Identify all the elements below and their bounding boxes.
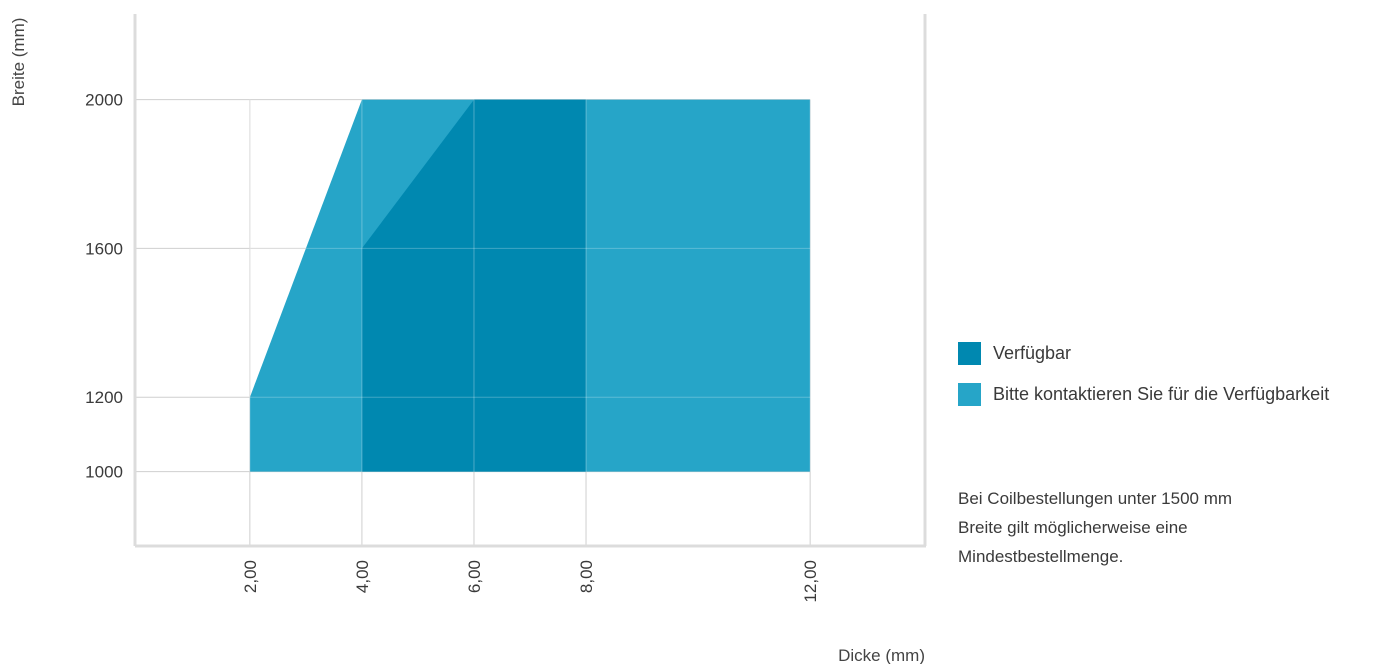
note-line: Mindestbestellmenge. — [958, 547, 1124, 566]
x-tick-label: 6,00 — [465, 560, 484, 593]
legend-swatch-kontakt — [958, 382, 981, 406]
y-axis-title: Breite (mm) — [9, 18, 28, 107]
tick-labels: 1000 1200 1600 2000 2,00 4,00 6,00 8,00 12,00 — [85, 91, 820, 603]
legend-item-kontakt: Bitte kontaktieren Sie für die Verfügbar… — [958, 381, 1378, 407]
coil-order-note: Bei Coilbestellungen unter 1500 mm Breit… — [958, 484, 1338, 571]
x-tick-label: 2,00 — [241, 560, 260, 593]
legend-label-kontakt: Bitte kontaktieren Sie für die Verfügbar… — [993, 383, 1330, 404]
gridlines-over-areas — [249, 99, 811, 472]
x-tick-label: 12,00 — [801, 560, 820, 603]
legend-label-verfuegbar: Verfügbar — [993, 342, 1072, 363]
note-line: Breite gilt möglicherweise eine — [958, 518, 1188, 537]
legend: Verfügbar Bitte kontaktieren Sie für die… — [958, 340, 1378, 422]
legend-swatch-verfuegbar — [958, 341, 981, 365]
x-tick-label: 4,00 — [353, 560, 372, 593]
legend-item-verfuegbar: Verfügbar — [958, 340, 1378, 366]
x-axis-title: Dicke (mm) — [838, 646, 925, 664]
y-tick-label: 1200 — [85, 388, 123, 407]
y-tick-label: 1000 — [85, 463, 123, 482]
note-line: Bei Coilbestellungen unter 1500 mm — [958, 489, 1233, 508]
y-tick-label: 1600 — [85, 239, 123, 258]
y-tick-label: 2000 — [85, 91, 123, 110]
area-available — [361, 99, 586, 472]
axes — [133, 14, 927, 548]
plot-areas — [249, 99, 811, 472]
x-tick-label: 8,00 — [577, 560, 596, 593]
